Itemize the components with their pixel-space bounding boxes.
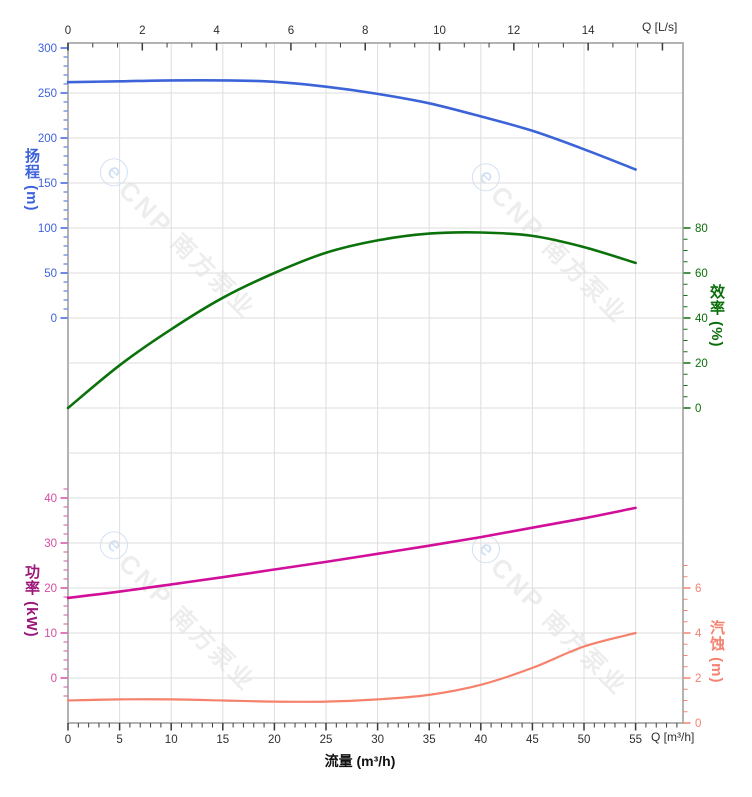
head-curve [66, 78, 637, 171]
svg-text:30: 30 [44, 538, 57, 550]
svg-text:60: 60 [695, 268, 708, 280]
svg-text:0: 0 [51, 673, 57, 685]
efficiency-axis: 80 60 40 20 0 [683, 223, 708, 415]
svg-text:10: 10 [433, 25, 446, 37]
svg-text:25: 25 [320, 734, 333, 746]
svg-text:15: 15 [216, 734, 229, 746]
svg-text:40: 40 [695, 313, 708, 325]
npsh-axis: 6 4 2 0 [683, 565, 702, 730]
svg-text:80: 80 [695, 223, 708, 235]
svg-text:35: 35 [423, 734, 436, 746]
svg-text:0: 0 [51, 313, 57, 325]
svg-text:20: 20 [44, 583, 57, 595]
svg-text:40: 40 [44, 493, 57, 505]
svg-text:10: 10 [44, 628, 57, 640]
svg-text:100: 100 [38, 223, 57, 235]
top-axis-unit-label: Q [L/s] [642, 20, 678, 34]
plot-frame [67, 42, 684, 724]
svg-text:2: 2 [695, 673, 701, 685]
power-curve [66, 506, 637, 600]
svg-text:5: 5 [116, 734, 122, 746]
svg-text:20: 20 [268, 734, 281, 746]
power-axis: 40 30 20 10 0 [44, 488, 68, 697]
svg-text:250: 250 [38, 88, 57, 100]
svg-text:200: 200 [38, 133, 57, 145]
svg-text:4: 4 [213, 25, 220, 37]
svg-text:0: 0 [65, 25, 71, 37]
svg-text:0: 0 [65, 734, 71, 746]
svg-text:30: 30 [371, 734, 384, 746]
svg-text:8: 8 [362, 25, 368, 37]
svg-text:45: 45 [526, 734, 539, 746]
svg-text:300: 300 [38, 43, 57, 55]
npsh-curve [66, 631, 637, 703]
svg-text:20: 20 [695, 358, 708, 370]
x-axis-title: 流量 (m³/h) [324, 753, 396, 769]
top-axis: 0 2 4 6 8 10 12 14 [65, 25, 664, 51]
head-axis-title: 扬程 (m) [23, 148, 40, 212]
svg-text:50: 50 [44, 268, 57, 280]
svg-text:14: 14 [582, 25, 595, 37]
svg-text:10: 10 [165, 734, 178, 746]
svg-text:40: 40 [474, 734, 487, 746]
svg-text:0: 0 [695, 403, 701, 415]
bottom-axis-unit-label: Q [m³/h] [651, 730, 695, 744]
svg-text:150: 150 [38, 178, 57, 190]
npsh-axis-title: 汽蚀 (m) [708, 620, 725, 684]
bottom-axis: 0 5 10 15 20 25 30 35 40 45 50 55 [65, 723, 678, 746]
svg-text:6: 6 [695, 583, 701, 595]
svg-text:2: 2 [139, 25, 145, 37]
svg-text:12: 12 [507, 25, 520, 37]
svg-text:0: 0 [695, 718, 701, 730]
svg-text:50: 50 [578, 734, 591, 746]
grid-lines [68, 43, 683, 723]
svg-text:55: 55 [629, 734, 642, 746]
head-axis: 300 250 200 150 100 50 0 [38, 43, 68, 325]
efficiency-curve [66, 231, 637, 410]
svg-text:6: 6 [288, 25, 294, 37]
efficiency-axis-title: 效率 (%) [708, 284, 725, 348]
svg-text:4: 4 [695, 628, 702, 640]
power-axis-title: 功率 (kW) [23, 564, 40, 638]
